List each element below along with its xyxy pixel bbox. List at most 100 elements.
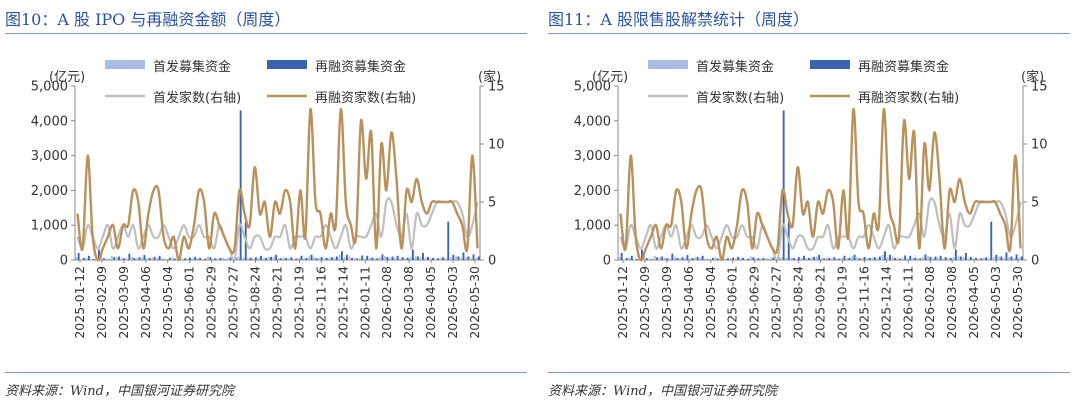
x-tick-label: 2025-09-21 [270, 266, 285, 339]
x-tick-label: 2025-06-01 [182, 266, 197, 339]
refi-amount-bar [467, 256, 470, 260]
ipo-amount-bar [866, 258, 869, 260]
ipo-amount-bar [795, 258, 798, 260]
refi-amount-bar [691, 257, 694, 260]
ipo-amount-bar [856, 257, 859, 260]
refi-amount-bar [985, 257, 988, 260]
ipo-amount-bar [75, 257, 78, 260]
refi-amount-bar [204, 258, 207, 260]
refi-amount-bar [899, 258, 902, 260]
ipo-amount-bar [760, 258, 763, 260]
legend-refi-count-label: 再融资家数(右轴) [315, 90, 416, 106]
ipo-amount-bar [628, 257, 631, 260]
refi-amount-bar [990, 221, 993, 260]
ipo-amount-bar [891, 256, 894, 260]
refi-amount-bar [138, 257, 141, 260]
ipo-amount-bar [896, 257, 899, 260]
refi-amount-bar [143, 255, 146, 260]
y-tick-label: 2,000 [31, 184, 68, 199]
ipo-amount-bar [424, 257, 427, 260]
refi-amount-bar [133, 257, 136, 260]
ipo-amount-bar [901, 258, 904, 260]
refi-amount-bar [396, 255, 399, 260]
refi-amount-bar [813, 256, 815, 260]
ipo-amount-bar [121, 257, 123, 260]
refi-amount-bar [315, 258, 318, 260]
ipo-amount-bar [247, 257, 250, 260]
refi-amount-bar [797, 257, 800, 260]
ipo-amount-bar [288, 258, 290, 260]
refi-amount-bar [411, 249, 414, 260]
refi-amount-bar [853, 254, 856, 260]
ipo-amount-bar [800, 257, 803, 260]
refi-amount-bar [184, 258, 186, 260]
ipo-amount-bar [881, 254, 884, 260]
x-tick-label: 2025-02-09 [94, 266, 109, 339]
refi-amount-bar [762, 257, 765, 260]
ipo-amount-bar [328, 257, 331, 260]
ipo-amount-bar [450, 257, 452, 260]
ipo-amount-bar [105, 258, 108, 260]
refi-amount-bar [878, 256, 881, 260]
refi-amount-bar [767, 259, 770, 260]
refi-amount-bar [970, 256, 972, 260]
refi-amount-bar [944, 257, 947, 260]
refi-amount-bar [351, 257, 353, 260]
lockup-expiry-chart: 0 1,000 2,000 3,000 4,000 5,000 0 5 10 15 (亿元) (家) 2… [574, 59, 1048, 339]
x-tick-label: 2025-04-06 [681, 266, 696, 339]
ipo-amount-bar [785, 257, 788, 260]
refi-amount-bar [290, 257, 293, 260]
legend-ipo-count-label: 首发家数(右轴) [696, 90, 784, 106]
refi-amount-bar [975, 257, 977, 260]
ipo-amount-bar [957, 256, 960, 260]
ipo-amount-bar [826, 257, 828, 260]
ipo-amount-bar [674, 256, 676, 260]
refi-amount-bar [732, 257, 734, 260]
refi-amount-bar [194, 256, 197, 260]
chart-panel-ipo-refinancing: 图10：A 股 IPO 与再融资金额（周度） 0 1,000 2,000 3,000 4… [5, 0, 535, 402]
refi-amount-bar [346, 254, 348, 260]
footer-divider [548, 372, 1070, 373]
refi-amount-bar [828, 257, 831, 260]
refi-amount-bar [229, 257, 232, 260]
ipo-amount-bar [1013, 258, 1016, 260]
refi-amount-bar [671, 253, 674, 260]
refi-amount-bar [838, 258, 841, 260]
ipo-amount-bar [1003, 257, 1006, 260]
y2-tick-label: 15 [488, 80, 505, 95]
x-tick-label: 2026-02-08 [922, 266, 937, 339]
refi-amount-bar [391, 256, 394, 260]
title-divider [5, 33, 527, 34]
refi-amount-bar [310, 254, 313, 260]
source-note: 资料来源：Wind，中国银河证券研究院 [5, 384, 234, 399]
x-tick-label: 2025-02-09 [637, 266, 652, 339]
ipo-amount-bar [653, 255, 656, 260]
refi-amount-bar [249, 257, 252, 260]
ipo-amount-bar [283, 257, 285, 260]
refi-amount-bar [356, 258, 359, 260]
ipo-amount-bar [171, 257, 174, 260]
ipo-amount-bar [293, 258, 295, 260]
refi-amount-bar [873, 257, 876, 260]
chart-panel-lockup-expiry: 图11：A 股限售股解禁统计（周度） 0 1,000 2,000 3,000 4,000… [548, 0, 1078, 402]
ipo-amount-bar [222, 257, 225, 260]
refi-amount-bar [82, 257, 85, 260]
ipo-amount-bar [633, 259, 636, 260]
refi-amount-bar [381, 254, 384, 260]
x-tick-label: 2025-07-27 [769, 266, 784, 339]
refi-amount-bar [706, 259, 709, 260]
ipo-amount-bar [1018, 257, 1021, 260]
ipo-amount-bar [729, 258, 732, 260]
legend-refi-count-label: 再融资家数(右轴) [858, 90, 959, 106]
refi-amount-bar [924, 254, 927, 260]
refi-amount-bar [681, 257, 684, 260]
refi-amount-bar [427, 256, 429, 260]
y-tick-label: 0 [603, 254, 611, 269]
ipo-amount-bar [770, 257, 773, 260]
ipo-amount-bar [861, 257, 864, 260]
ipo-amount-bar [348, 256, 351, 260]
refi-amount-bar [1020, 256, 1023, 260]
ipo-amount-bar [694, 257, 697, 260]
refi-amount-bar [894, 257, 896, 260]
ipo-amount-bar [684, 257, 687, 260]
